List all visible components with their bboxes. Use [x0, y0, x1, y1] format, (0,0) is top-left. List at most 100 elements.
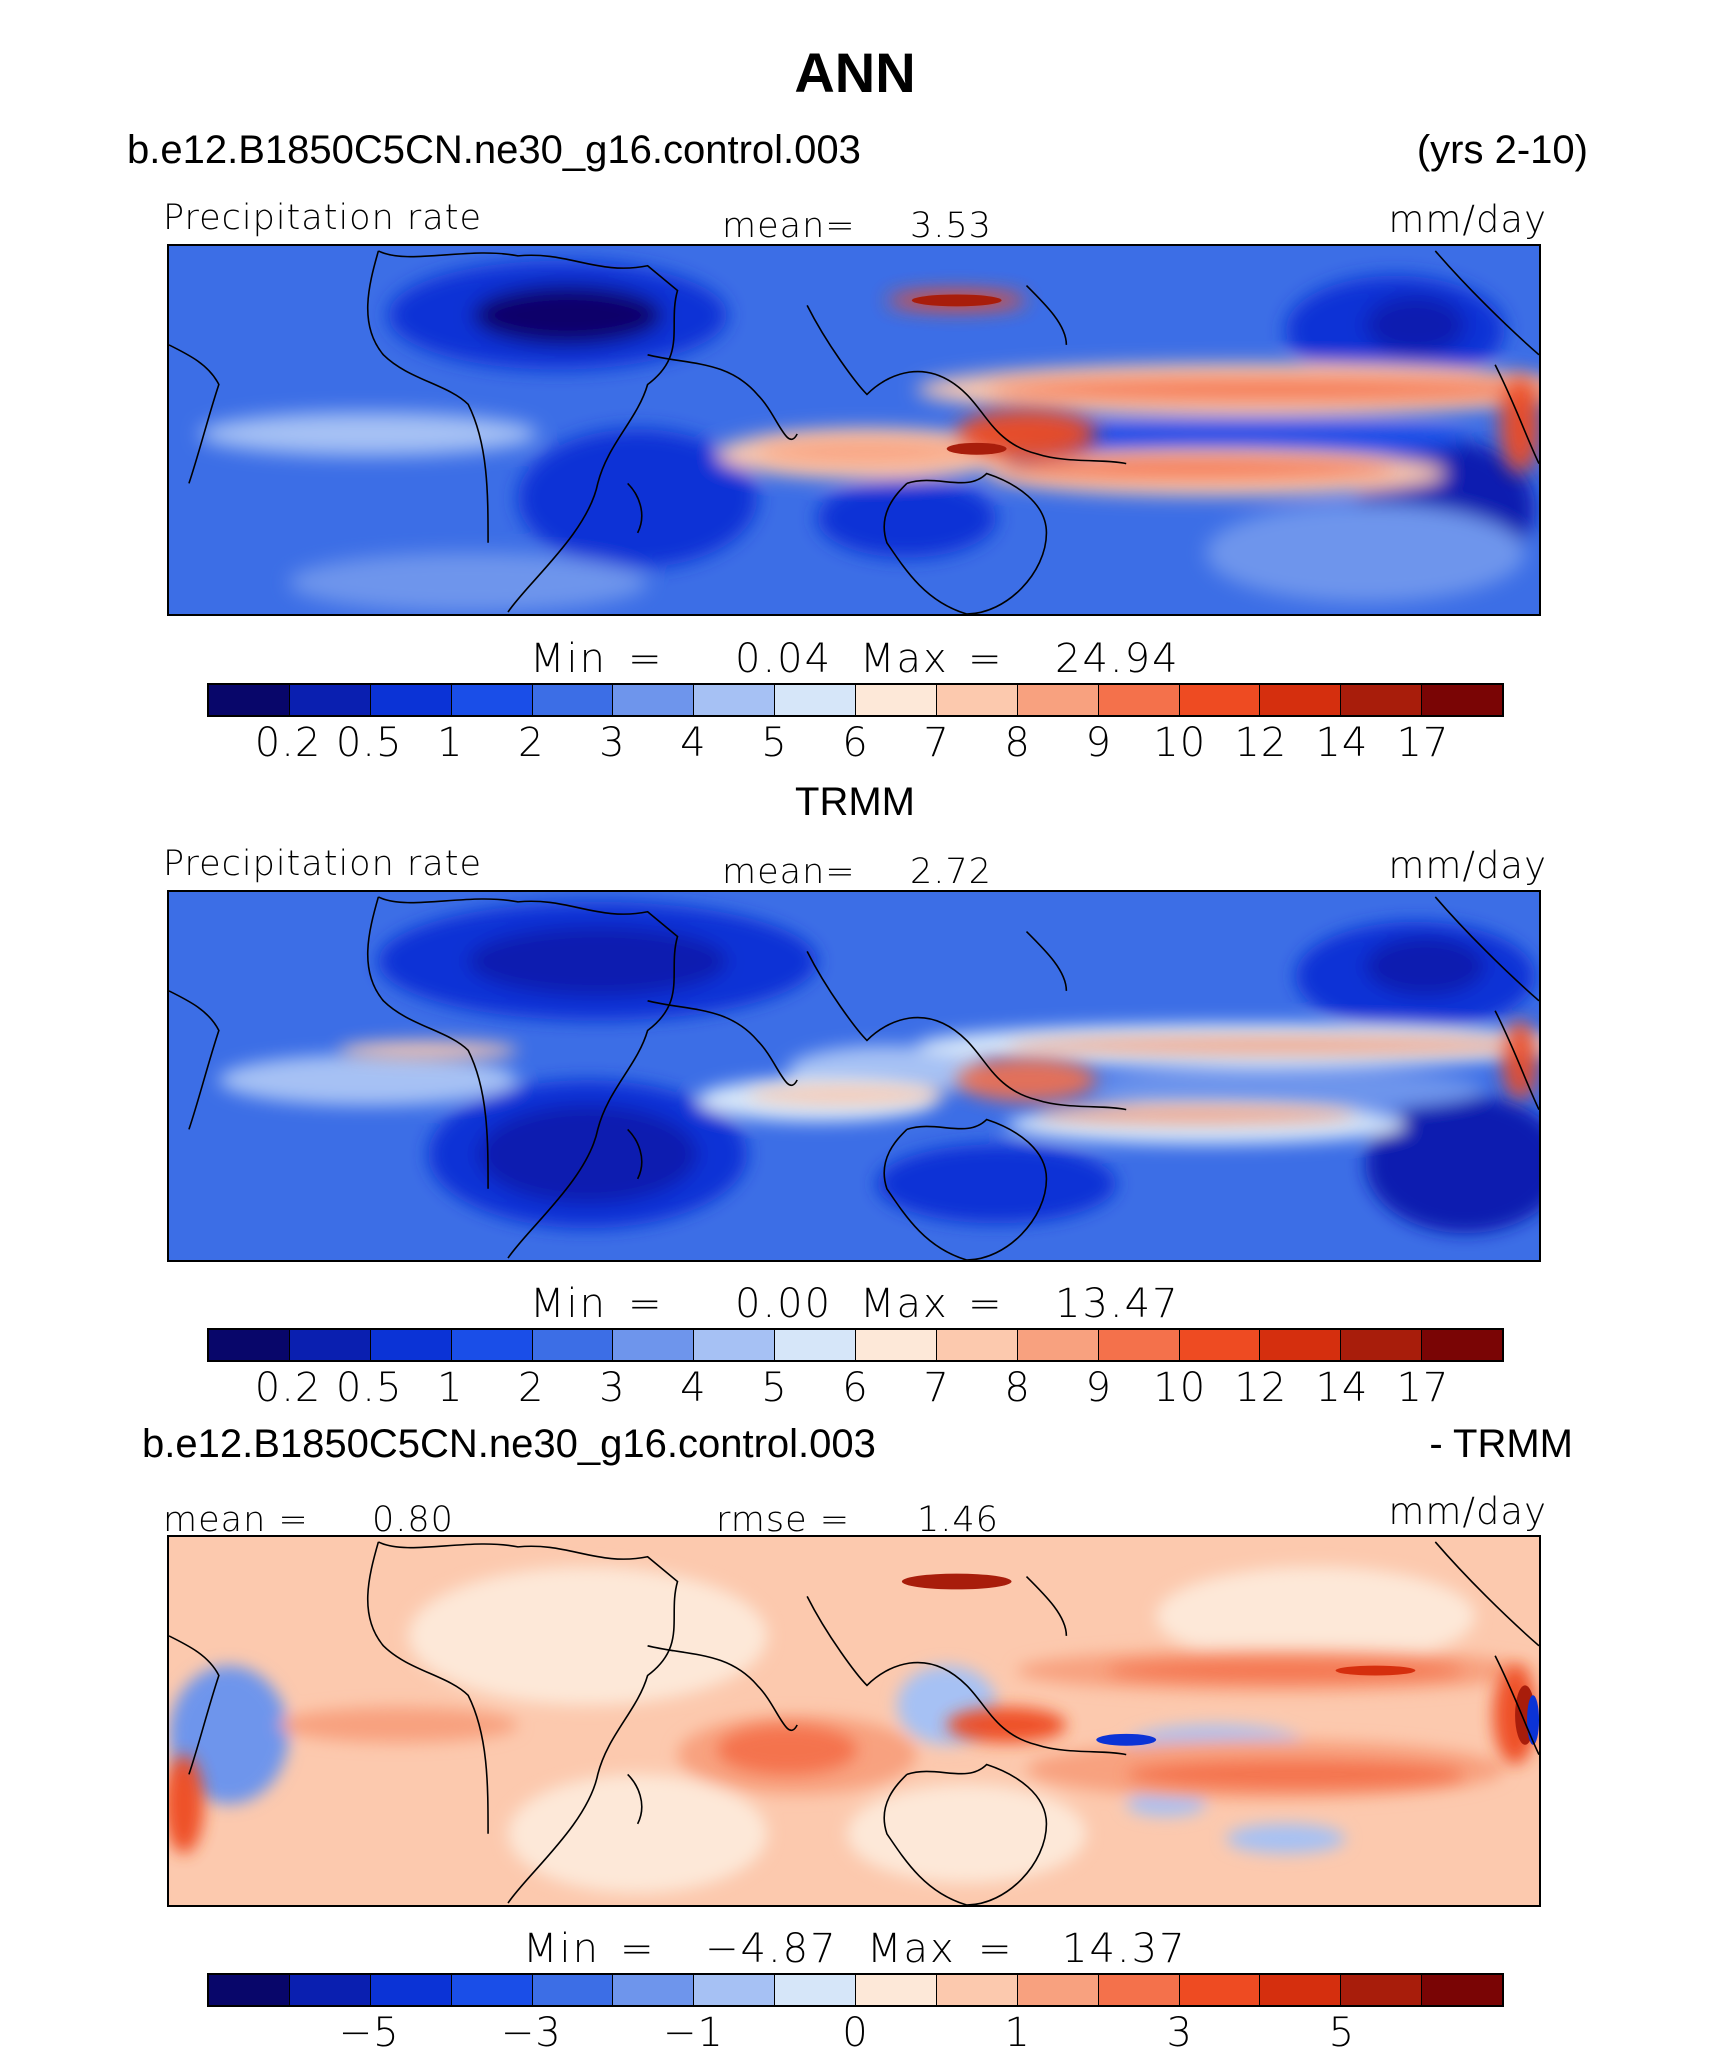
colorbar-cell [451, 1330, 533, 1360]
colorbar-tick-label: 6 [842, 720, 869, 766]
colorbar-cell [1098, 1330, 1180, 1360]
panel3-min-value: −4.87 [705, 1926, 838, 1972]
colorbar-tick-label: 3 [599, 720, 626, 766]
colorbar-tick-label: 2 [518, 1365, 545, 1411]
colorbar-tick-label: −3 [500, 2010, 562, 2056]
panel3-min-eq: = [620, 1926, 656, 1972]
colorbar-cell [370, 1975, 452, 2005]
panel1-colorbar-ticks: 0.2 0.5 1 2 3 4 5 6 7 8 9 10 12 14 17 [207, 720, 1504, 766]
colorbar-tick-label: 1 [436, 720, 464, 766]
panel3-case-name: b.e12.B1850C5CN.ne30_g16.control.003 [142, 1422, 876, 1466]
colorbar-cell [532, 1330, 614, 1360]
colorbar-tick-label: 14 [1315, 1365, 1369, 1411]
panel2-units: mm/day [1388, 844, 1547, 887]
colorbar-cell [1179, 1975, 1261, 2005]
panel1-map-graphic [169, 246, 1539, 614]
colorbar-tick-label: 9 [1085, 1365, 1112, 1411]
panel3-colorbar-ticks: −5 −3 −1 0 1 3 5 [207, 2010, 1504, 2056]
colorbar-tick-label: 5 [761, 1365, 788, 1411]
colorbar-cell [209, 1330, 290, 1360]
panel1-max-label: Max [860, 636, 949, 682]
colorbar-cell [775, 1330, 856, 1360]
panel2-min-value: 0.00 [735, 1281, 833, 1327]
colorbar-cell [694, 685, 776, 715]
colorbar-tick-label: 0.2 [254, 720, 322, 766]
panel1-colorbar [207, 683, 1504, 717]
colorbar-cell [936, 1330, 1018, 1360]
panel2-subtitle: TRMM [795, 780, 915, 824]
colorbar-tick-label: 1 [1004, 2010, 1031, 2056]
panel2-min-label: Min [530, 1281, 607, 1327]
colorbar-tick-label: 9 [1085, 720, 1112, 766]
colorbar-tick-label: 6 [842, 1365, 869, 1411]
colorbar-cell [1422, 1330, 1502, 1360]
panel1-min-eq: = [628, 636, 664, 682]
colorbar-cell [1260, 685, 1342, 715]
panel1-max-eq: = [968, 636, 1004, 682]
panel2-precip-map [167, 890, 1541, 1262]
panel1-min-value: 0.04 [735, 636, 833, 682]
panel1-var-label: Precipitation rate [163, 198, 482, 238]
colorbar-cell [1341, 685, 1423, 715]
panel2-mean-label: mean= [722, 852, 856, 892]
colorbar-cell [1098, 685, 1180, 715]
colorbar-tick-label: 5 [761, 720, 788, 766]
colorbar-tick-label: 8 [1004, 720, 1031, 766]
panel2-map-graphic [169, 892, 1539, 1260]
figure-title: ANN [794, 41, 916, 104]
panel2-colorbar-ticks: 0.2 0.5 1 2 3 4 5 6 7 8 9 10 12 14 17 [207, 1365, 1504, 1411]
panel3-mean-label: mean = [163, 1500, 309, 1540]
colorbar-tick-label: 7 [923, 720, 950, 766]
colorbar-tick-label: 4 [680, 720, 707, 766]
colorbar-cell [775, 685, 856, 715]
years-label: (yrs 2-10) [1416, 128, 1588, 172]
colorbar-tick-label: 10 [1153, 720, 1207, 766]
colorbar-tick-label: 4 [680, 1365, 707, 1411]
colorbar-tick-label: 10 [1153, 1365, 1207, 1411]
colorbar-cell [1098, 1975, 1180, 2005]
colorbar-cell [451, 1975, 533, 2005]
panel3-mean-value: 0.80 [372, 1500, 454, 1540]
panel2-max-label: Max [860, 1281, 949, 1327]
colorbar-cell [1017, 1330, 1099, 1360]
colorbar-cell [209, 685, 290, 715]
panel2-colorbar [207, 1328, 1504, 1362]
colorbar-cell [1422, 1975, 1502, 2005]
colorbar-cell [370, 1330, 452, 1360]
panel3-max-value: 14.37 [1062, 1926, 1187, 1972]
colorbar-cell [1260, 1975, 1342, 2005]
colorbar-cell [775, 1975, 856, 2005]
colorbar-cell [370, 685, 452, 715]
panel2-mean-value: 2.72 [910, 852, 992, 892]
panel3-max-eq: = [978, 1926, 1014, 1972]
colorbar-cell [1017, 685, 1099, 715]
panel3-diff-map [167, 1535, 1541, 1907]
colorbar-tick-label: 0.5 [335, 720, 403, 766]
colorbar-cell [694, 1330, 776, 1360]
panel1-max-value: 24.94 [1055, 636, 1180, 682]
panel1-mean-value: 3.53 [910, 206, 992, 246]
colorbar-cell [694, 1975, 776, 2005]
colorbar-tick-label: 17 [1396, 1365, 1450, 1411]
colorbar-cell [613, 1975, 695, 2005]
panel3-max-label: Max [867, 1926, 956, 1972]
colorbar-cell [1017, 1975, 1099, 2005]
panel3-map-graphic [169, 1537, 1539, 1905]
colorbar-cell [1422, 685, 1502, 715]
panel1-min-label: Min [530, 636, 607, 682]
colorbar-tick-label: 1 [436, 1365, 464, 1411]
colorbar-tick-label: 0 [842, 2010, 869, 2056]
colorbar-cell [289, 685, 371, 715]
colorbar-cell [856, 685, 937, 715]
colorbar-cell [856, 1330, 937, 1360]
colorbar-tick-label: 14 [1315, 720, 1369, 766]
colorbar-tick-label: 2 [518, 720, 545, 766]
colorbar-cell [532, 685, 614, 715]
colorbar-cell [1179, 685, 1261, 715]
case-name-header: b.e12.B1850C5CN.ne30_g16.control.003 [127, 128, 861, 172]
panel2-min-eq: = [628, 1281, 664, 1327]
colorbar-cell [451, 685, 533, 715]
panel3-min-label: Min [523, 1926, 600, 1972]
panel2-max-eq: = [968, 1281, 1004, 1327]
colorbar-cell [532, 1975, 614, 2005]
